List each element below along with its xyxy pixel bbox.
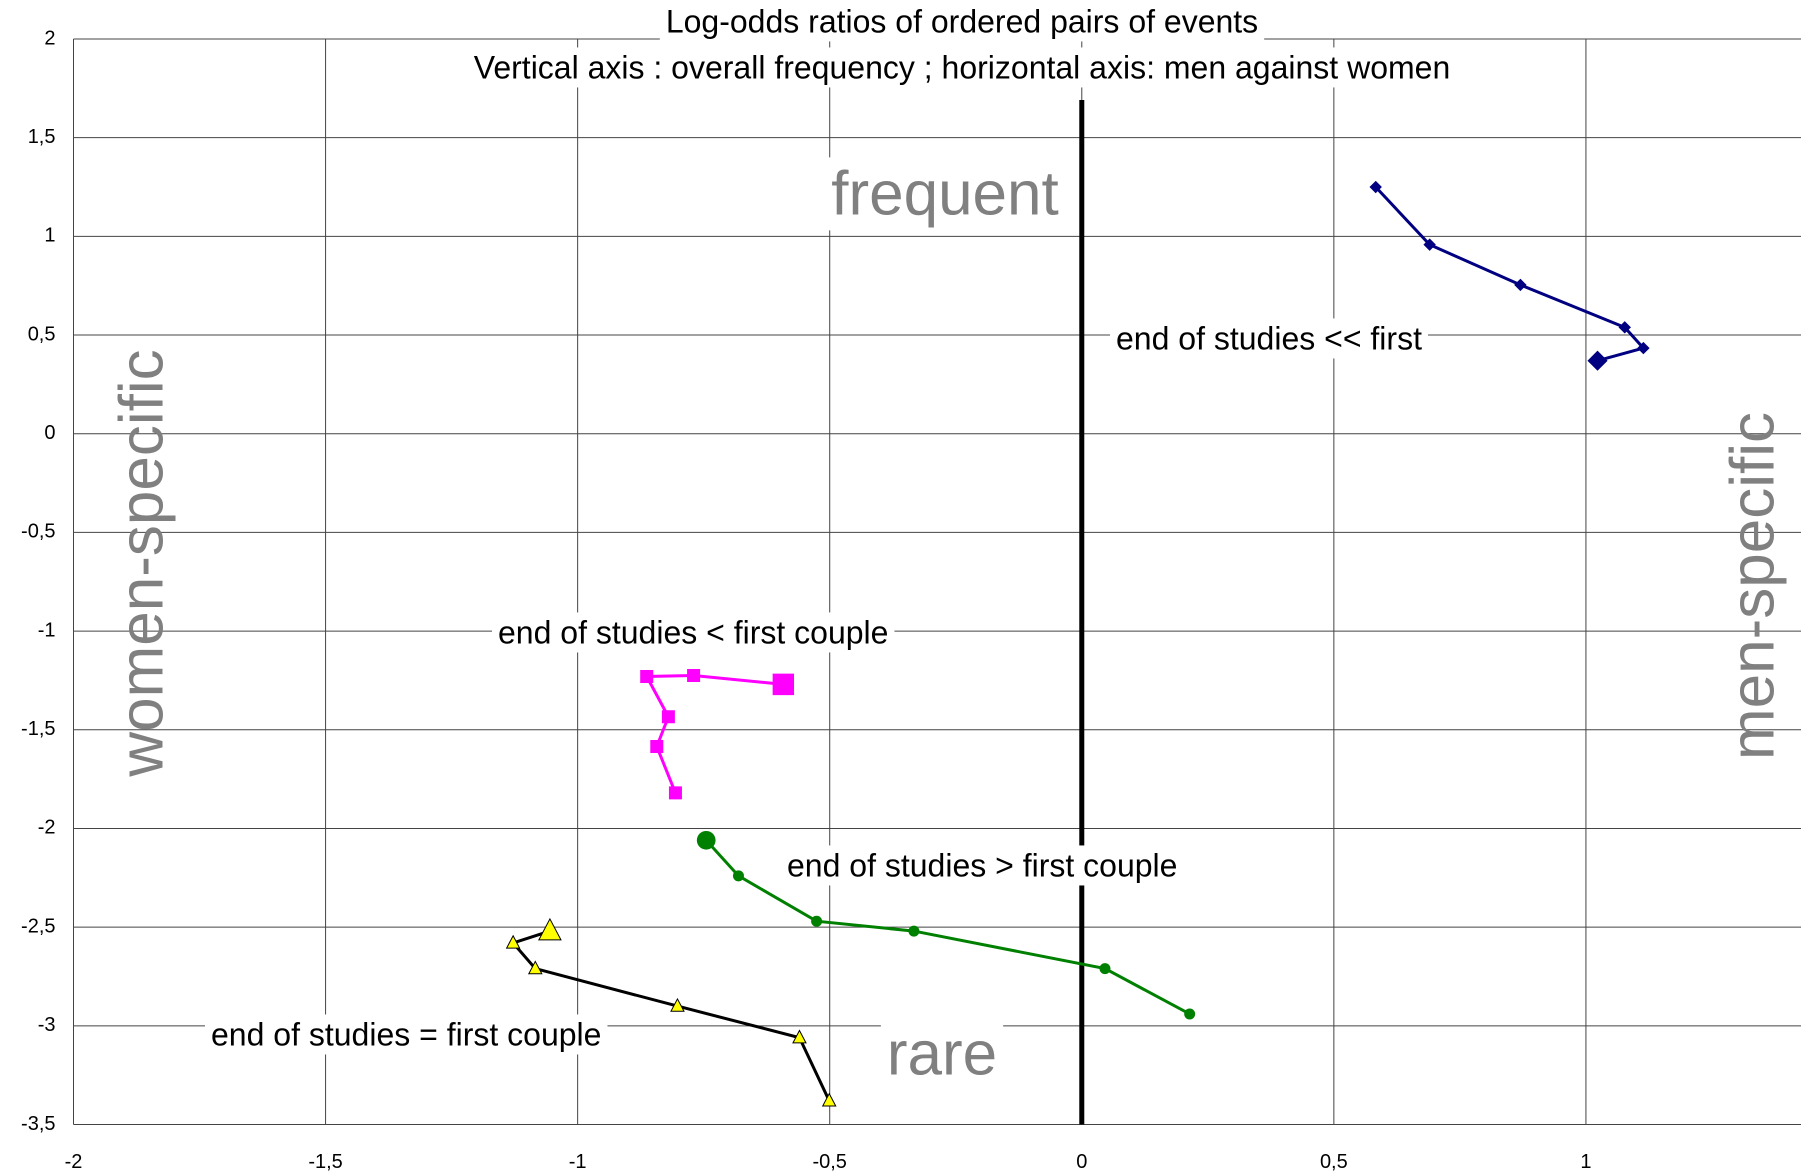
marker xyxy=(527,960,543,975)
y-tick-label: 2 xyxy=(44,27,55,49)
marker xyxy=(1369,180,1382,194)
chart-title-background xyxy=(659,1,1265,42)
series-label-background xyxy=(1110,318,1429,359)
marker xyxy=(1587,350,1608,371)
marker xyxy=(772,673,795,696)
y-tick-label: -2,5 xyxy=(21,915,55,937)
marker xyxy=(650,740,664,754)
annotation: women-specific xyxy=(107,349,176,777)
y-tick-label: 0 xyxy=(44,422,55,444)
marker xyxy=(1618,321,1631,334)
series-label-background xyxy=(205,1014,608,1055)
x-tick-label: 0 xyxy=(1076,1151,1087,1173)
marker xyxy=(1514,278,1527,292)
annotation: men-specific xyxy=(1718,412,1787,760)
marker xyxy=(505,934,521,949)
chart-subtitle: Vertical axis : overall frequency ; hori… xyxy=(474,49,1450,85)
x-tick-label: -2 xyxy=(65,1151,83,1173)
annotation-background xyxy=(825,157,1065,231)
marker xyxy=(661,710,675,724)
marker xyxy=(732,870,744,882)
marker xyxy=(811,915,823,927)
marker xyxy=(1184,1008,1196,1020)
x-tick-label: -1,5 xyxy=(308,1151,342,1173)
marker xyxy=(696,830,716,850)
annotation: rare xyxy=(887,1019,997,1088)
series-line xyxy=(644,673,784,794)
y-tick-label: 1,5 xyxy=(28,126,56,148)
marker xyxy=(1637,341,1650,355)
marker xyxy=(668,786,682,800)
marker xyxy=(821,1092,837,1107)
series-label-background xyxy=(492,612,895,653)
marker xyxy=(538,917,562,941)
x-tick-label: -1 xyxy=(569,1151,587,1173)
series-label: end of studies << first xyxy=(1116,320,1422,356)
x-tick-label: -0,5 xyxy=(812,1151,846,1173)
marker xyxy=(670,997,685,1012)
y-tick-label: -3,5 xyxy=(21,1113,55,1135)
series-label-background xyxy=(781,845,1184,886)
series-label: end of studies < first couple xyxy=(498,614,888,650)
y-tick-label: -1,5 xyxy=(21,718,55,740)
y-tick-label: -0,5 xyxy=(21,521,55,543)
marker xyxy=(687,668,701,682)
series-line xyxy=(705,839,1191,1016)
foreground-layer: Log-odds ratios of ordered pairs of even… xyxy=(107,1,1787,1125)
y-tick-label: -3 xyxy=(38,1014,56,1036)
marker xyxy=(908,925,920,937)
y-tick-label: 1 xyxy=(44,225,55,247)
annotation-background xyxy=(880,1017,1004,1091)
y-tick-label: 0,5 xyxy=(28,323,56,345)
series-line xyxy=(1374,185,1647,363)
chart-subtitle-background xyxy=(467,47,1457,88)
x-tick-label: 0,5 xyxy=(1320,1151,1348,1173)
marker xyxy=(640,669,654,683)
marker xyxy=(1423,238,1436,251)
y-tick-label: -2 xyxy=(38,817,56,839)
marker xyxy=(792,1029,807,1044)
series-line xyxy=(510,929,831,1102)
y-tick-label: -1 xyxy=(38,619,56,641)
annotation: frequent xyxy=(831,159,1059,228)
marker xyxy=(1099,963,1111,975)
series-label: end of studies = first couple xyxy=(211,1016,601,1052)
chart-title: Log-odds ratios of ordered pairs of even… xyxy=(666,3,1258,39)
x-tick-label: 1 xyxy=(1580,1151,1591,1173)
series-label: end of studies > first couple xyxy=(787,847,1177,883)
